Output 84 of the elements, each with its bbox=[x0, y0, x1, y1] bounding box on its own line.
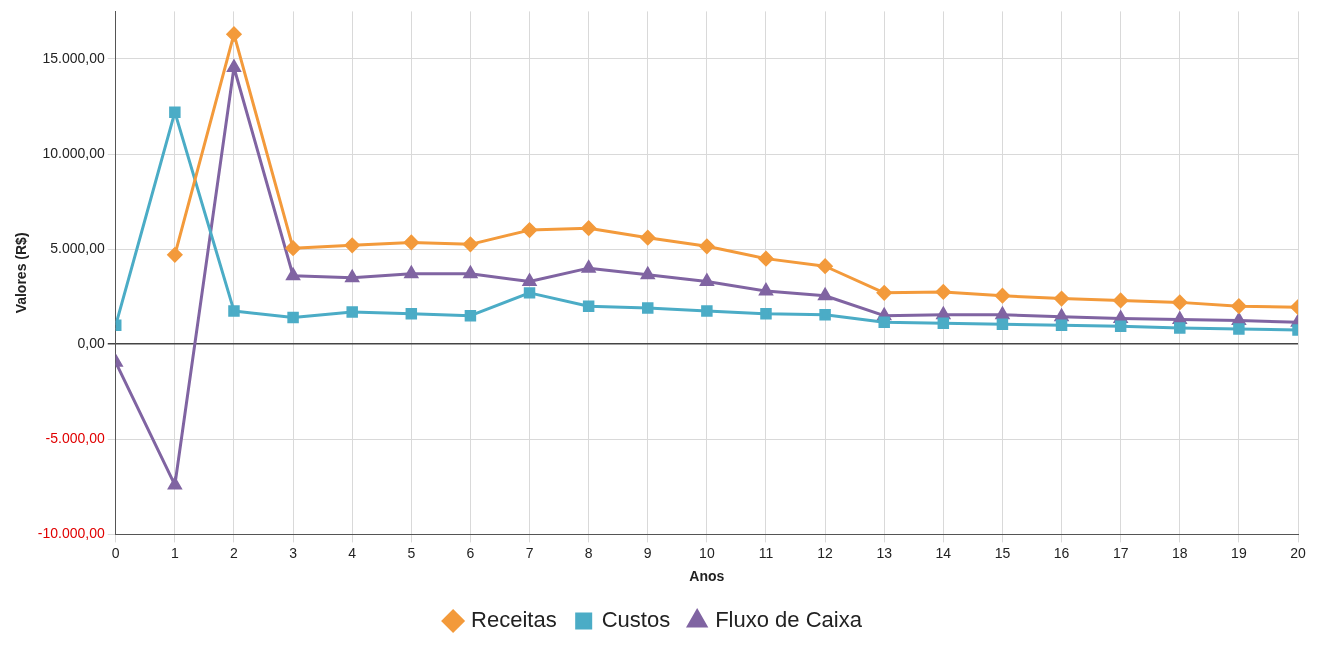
point bbox=[227, 60, 241, 72]
legend-label: Custos bbox=[601, 607, 671, 633]
point bbox=[641, 267, 655, 280]
point bbox=[937, 317, 950, 330]
y-tick-label: 10.000,00 bbox=[42, 144, 105, 161]
x-tick-label: 4 bbox=[348, 544, 357, 561]
point bbox=[404, 266, 418, 279]
point bbox=[935, 284, 951, 300]
point bbox=[226, 26, 242, 42]
point bbox=[817, 258, 833, 274]
point bbox=[287, 311, 299, 324]
x-tick-label: 6 bbox=[466, 544, 475, 561]
point bbox=[462, 236, 478, 252]
point bbox=[522, 222, 538, 238]
point bbox=[819, 309, 831, 321]
point bbox=[642, 302, 654, 314]
x-tick-label: 10 bbox=[699, 544, 715, 561]
x-tick-label: 1 bbox=[170, 544, 179, 561]
legend-label: Receitas bbox=[471, 607, 557, 633]
legend-label: Fluxo de Caixa bbox=[715, 607, 863, 633]
point bbox=[405, 308, 418, 320]
point bbox=[522, 273, 537, 286]
x-tick-label: 15 bbox=[994, 544, 1011, 561]
point bbox=[1231, 298, 1247, 314]
x-tick-label: 19 bbox=[1231, 544, 1247, 561]
point bbox=[640, 230, 656, 246]
point bbox=[344, 237, 360, 253]
x-tick-label: 8 bbox=[584, 544, 593, 561]
point bbox=[1054, 291, 1070, 307]
point bbox=[285, 240, 301, 256]
point bbox=[1172, 294, 1188, 310]
point bbox=[464, 309, 477, 322]
point bbox=[760, 308, 772, 320]
point bbox=[936, 307, 951, 320]
x-tick-label: 18 bbox=[1171, 544, 1188, 561]
point bbox=[169, 106, 181, 118]
point bbox=[699, 238, 715, 254]
point bbox=[581, 260, 596, 273]
point bbox=[463, 266, 478, 279]
point bbox=[876, 285, 892, 301]
x-tick-label: 3 bbox=[289, 544, 298, 561]
x-tick-label: 7 bbox=[525, 544, 534, 561]
point bbox=[758, 251, 774, 267]
x-tick-label: 5 bbox=[407, 544, 416, 561]
x-tick-label: 17 bbox=[1112, 544, 1129, 561]
y-tick-label: 15.000,00 bbox=[42, 49, 105, 66]
point bbox=[403, 234, 419, 250]
point bbox=[1174, 322, 1186, 334]
x-tick-label: 14 bbox=[935, 544, 952, 561]
point bbox=[1113, 292, 1129, 308]
point bbox=[1114, 320, 1127, 332]
y-tick-label: 0,00 bbox=[77, 335, 105, 352]
point bbox=[523, 287, 536, 299]
point bbox=[995, 307, 1010, 320]
x-tick-label: 9 bbox=[643, 544, 652, 561]
y-tick-label: -5.000,00 bbox=[45, 430, 105, 447]
x-tick-label: 11 bbox=[758, 544, 774, 561]
point bbox=[994, 288, 1010, 304]
point bbox=[818, 288, 832, 301]
y-axis-title: Valores (R$) bbox=[13, 232, 30, 314]
x-tick-label: 16 bbox=[1053, 544, 1070, 561]
x-tick-label: 12 bbox=[817, 544, 834, 561]
point bbox=[228, 305, 240, 317]
x-tick-label: 13 bbox=[876, 544, 893, 561]
point bbox=[167, 247, 183, 263]
point bbox=[1055, 319, 1068, 331]
point bbox=[345, 270, 359, 283]
point bbox=[701, 305, 713, 317]
point bbox=[759, 283, 773, 296]
x-tick-label: 0 bbox=[111, 544, 120, 561]
point bbox=[168, 477, 182, 490]
x-tick-label: 20 bbox=[1290, 544, 1306, 561]
point bbox=[996, 318, 1009, 330]
point bbox=[582, 300, 595, 312]
point bbox=[1233, 323, 1245, 335]
point bbox=[346, 306, 358, 318]
point bbox=[286, 268, 300, 281]
x-axis-title: Anos bbox=[689, 568, 725, 585]
x-tick-label: 2 bbox=[230, 544, 239, 561]
point bbox=[700, 273, 714, 286]
point bbox=[581, 220, 597, 236]
y-tick-label: -10.000,00 bbox=[37, 525, 105, 542]
y-tick-label: 5.000,00 bbox=[50, 239, 105, 256]
point bbox=[878, 316, 890, 329]
